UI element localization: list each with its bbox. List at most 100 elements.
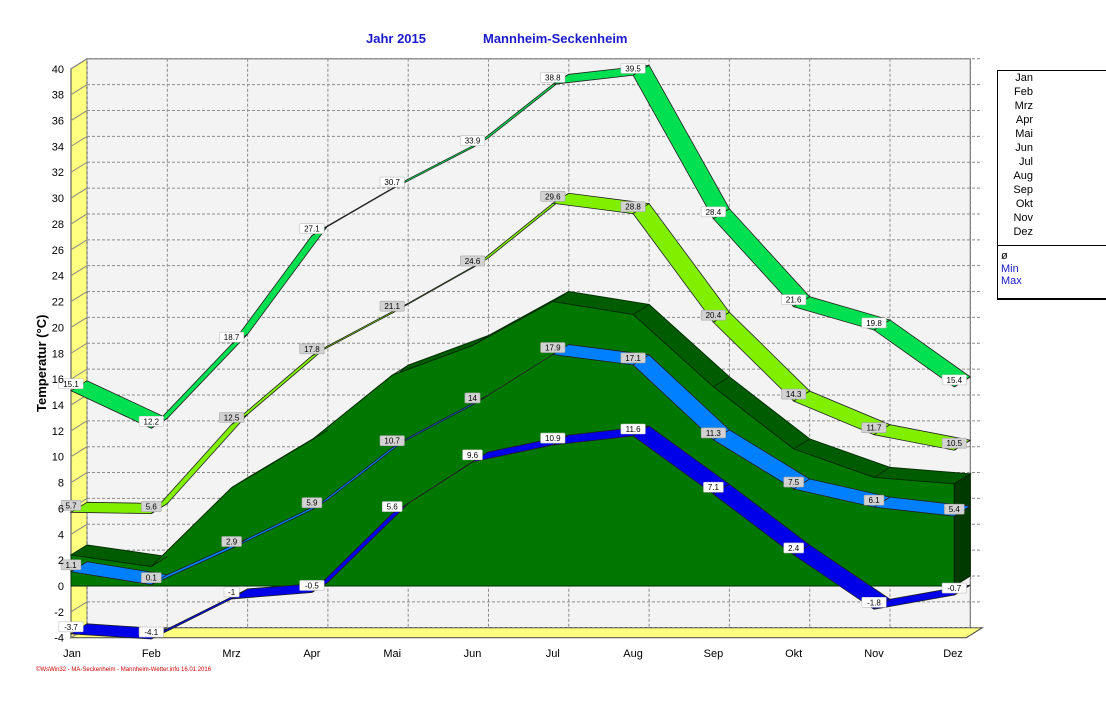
- y-tick-label: 10: [52, 452, 64, 464]
- data-label: 10.7: [384, 437, 400, 446]
- data-label: 7.1: [708, 483, 720, 492]
- grid-line-diagonal: [70, 161, 88, 173]
- data-label: 14: [468, 394, 477, 403]
- data-label: 38.8: [545, 73, 561, 82]
- data-label: 17.8: [304, 345, 320, 354]
- data-label-box: [379, 176, 405, 188]
- data-label: 5.9: [306, 499, 318, 508]
- y-tick-label: 28: [52, 219, 64, 231]
- grid-line-diagonal: [70, 110, 88, 121]
- y-tick-label: 18: [52, 348, 64, 360]
- grid-line-diagonal: [70, 239, 88, 251]
- data-label: 11.6: [626, 425, 642, 434]
- data-label: 29.6: [545, 192, 561, 201]
- average-area-edge: [552, 291, 570, 302]
- average-area-edge: [391, 364, 409, 376]
- y-tick-label: 2: [58, 555, 64, 567]
- average-area-edge: [311, 429, 329, 441]
- legend-month-item: Mai: [1015, 128, 1033, 140]
- data-label: 5.4: [949, 505, 961, 514]
- data-label-box: [141, 501, 162, 512]
- data-label-box: [700, 309, 726, 321]
- grid-line-diagonal: [70, 316, 88, 328]
- data-label: 33.9: [465, 137, 481, 146]
- data-label-box: [941, 374, 967, 386]
- data-label-box: [462, 449, 483, 461]
- data-label: 10.9: [545, 434, 561, 443]
- data-label: 24.6: [465, 257, 481, 266]
- legend-month-item: Sep: [1013, 184, 1033, 196]
- data-label: -4.1: [144, 628, 158, 637]
- data-label-box: [944, 503, 965, 515]
- data-label-box: [138, 626, 164, 638]
- average-area-edge: [632, 304, 650, 315]
- data-label-box: [700, 206, 726, 218]
- x-tick-label: Apr: [303, 648, 320, 660]
- data-label: 5.7: [65, 501, 77, 510]
- data-label: 28.8: [625, 203, 641, 212]
- x-tick-label: Jun: [464, 648, 482, 660]
- grid-line-diagonal: [70, 601, 88, 613]
- y-tick-label: 26: [52, 245, 64, 257]
- x-tick-label: Aug: [623, 648, 643, 660]
- data-label-box: [540, 190, 566, 202]
- grid-line-diagonal: [70, 213, 88, 225]
- data-label: 17.1: [625, 354, 641, 363]
- legend-divider: [998, 245, 1106, 246]
- data-label: 14.3: [786, 390, 802, 399]
- y-tick-label: 32: [52, 167, 64, 179]
- data-label-box: [138, 415, 164, 427]
- data-label: 30.7: [384, 178, 400, 187]
- data-label-box: [299, 223, 325, 234]
- data-label-box: [459, 135, 485, 146]
- data-label: -1.8: [867, 598, 881, 607]
- y-tick-label: 38: [52, 90, 64, 102]
- data-label-box: [781, 294, 807, 306]
- footer-copyright: ©WsWin32 - MA-Seckenheim - Mannheim-Wett…: [36, 666, 212, 673]
- data-label: 20.4: [706, 311, 722, 320]
- legend-month-item: Aug: [1013, 170, 1033, 182]
- average-area-edge: [873, 466, 891, 478]
- legend-month-item: Dez: [1013, 226, 1033, 238]
- data-label: 5.6: [146, 503, 158, 512]
- data-label: -0.5: [305, 581, 319, 590]
- data-label-box: [459, 255, 485, 267]
- data-label-box: [60, 559, 82, 571]
- y-tick-label: 34: [52, 141, 64, 153]
- data-label-box: [861, 422, 887, 434]
- data-label: 27.1: [304, 225, 320, 234]
- data-label-box: [620, 62, 646, 74]
- x-tick-label: Dez: [943, 648, 963, 660]
- data-label-box: [219, 412, 245, 423]
- y-tick-label: 14: [52, 400, 64, 412]
- legend-series-item: Min: [1001, 262, 1019, 275]
- data-label-box: [941, 582, 967, 594]
- data-label: 21.1: [384, 302, 400, 311]
- data-label-box: [301, 497, 323, 509]
- data-label-box: [379, 435, 405, 446]
- y-tick-label: 0: [58, 581, 64, 593]
- data-label: 9.6: [467, 451, 479, 460]
- chart-title-year: Jahr 2015: [366, 31, 426, 46]
- plot-floor: [69, 627, 985, 639]
- grid-line-diagonal: [70, 446, 88, 458]
- y-tick-label: 30: [52, 193, 64, 205]
- y-tick-label: 6: [58, 503, 64, 515]
- data-label: 5.6: [387, 503, 399, 512]
- data-label-box: [219, 331, 245, 343]
- average-area-side: [953, 472, 971, 587]
- grid-line-diagonal: [70, 342, 88, 354]
- data-label: 6.1: [868, 496, 880, 505]
- data-label: 7.5: [788, 478, 800, 487]
- data-label: 18.7: [224, 333, 240, 342]
- data-label-box: [221, 536, 242, 547]
- data-label-box: [540, 432, 566, 444]
- data-label-box: [299, 580, 325, 591]
- data-label-box: [863, 494, 885, 506]
- data-label-box: [620, 201, 646, 212]
- data-label-box: [783, 542, 804, 554]
- data-label-box: [941, 437, 967, 449]
- data-label-box: [620, 423, 646, 435]
- y-tick-label: -4: [54, 633, 64, 645]
